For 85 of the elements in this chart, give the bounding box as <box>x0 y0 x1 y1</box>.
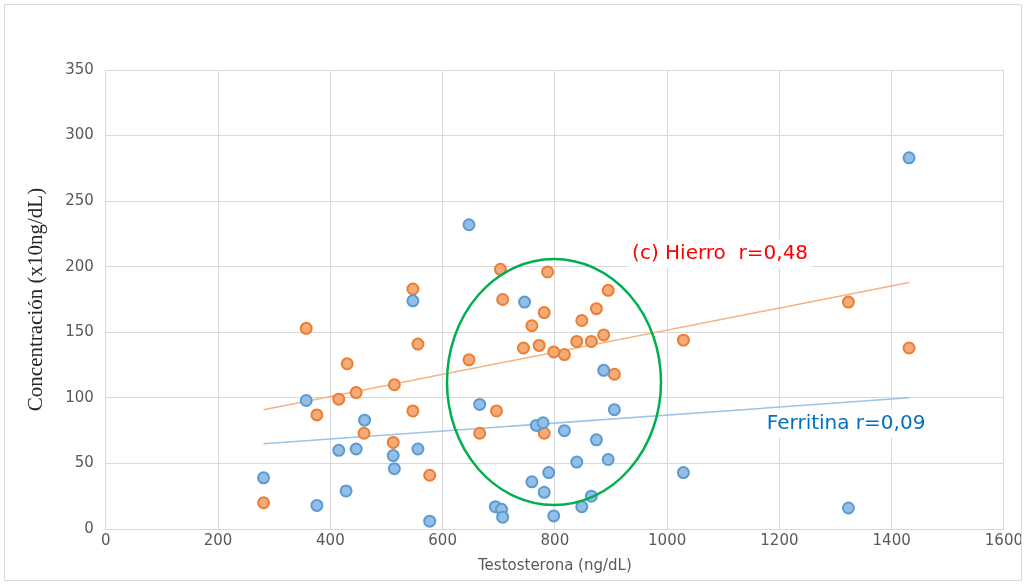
x-tick-label: 1000 <box>648 530 687 549</box>
point <box>496 293 510 306</box>
point <box>525 475 539 489</box>
point <box>406 294 420 308</box>
point <box>597 328 611 342</box>
annotation: (c) Hierro r=0,48 <box>632 239 809 264</box>
point <box>357 426 371 440</box>
point <box>607 403 621 417</box>
point <box>537 306 551 320</box>
point <box>473 426 487 440</box>
point <box>406 404 420 418</box>
point <box>570 334 584 348</box>
point <box>349 386 363 400</box>
point <box>597 363 611 377</box>
x-tick-label: 800 <box>540 530 570 549</box>
point <box>676 466 690 480</box>
point <box>547 345 561 359</box>
y-tick-label: 300 <box>65 125 94 144</box>
point <box>387 378 401 392</box>
x-axis-title: Testosterona (ng/dL) <box>476 555 632 574</box>
point <box>570 455 584 469</box>
point <box>423 514 437 528</box>
y-tick-label: 350 <box>65 59 94 78</box>
point <box>557 424 571 438</box>
point <box>423 468 437 482</box>
point <box>257 471 271 485</box>
point <box>386 449 400 463</box>
point <box>340 357 354 371</box>
point <box>676 333 690 347</box>
point <box>841 295 855 309</box>
point <box>542 466 556 480</box>
y-tick-label: 250 <box>65 191 94 210</box>
point <box>462 353 476 367</box>
point <box>537 485 551 499</box>
point <box>575 500 589 514</box>
point <box>518 295 532 309</box>
y-tick-label: 200 <box>65 256 94 275</box>
point <box>589 302 603 316</box>
point <box>607 367 621 381</box>
x-tick-label: 0 <box>101 530 111 549</box>
y-tick-label: 150 <box>65 322 94 341</box>
point <box>589 433 603 447</box>
x-tick-label: 200 <box>203 530 233 549</box>
y-axis-title: Concentración (x10ng/dL) <box>23 187 48 412</box>
point <box>358 413 372 427</box>
point <box>902 151 916 165</box>
point <box>462 218 476 232</box>
point <box>406 282 420 296</box>
y-tick-label: 0 <box>84 518 94 537</box>
point <box>299 393 313 407</box>
point <box>299 321 313 335</box>
point <box>902 341 916 355</box>
x-tick-label: 600 <box>428 530 457 549</box>
y-tick-label: 100 <box>65 387 94 406</box>
point <box>584 334 598 348</box>
point <box>310 408 324 422</box>
point <box>310 498 324 512</box>
point <box>841 501 855 515</box>
point <box>332 443 346 457</box>
point <box>541 265 555 279</box>
y-tick-label: 50 <box>74 453 94 472</box>
point <box>547 509 561 523</box>
point <box>532 338 546 352</box>
point <box>557 348 571 362</box>
point <box>496 510 510 524</box>
point <box>386 435 400 449</box>
point <box>575 313 589 327</box>
point <box>349 442 363 456</box>
x-tick-label: 1200 <box>760 530 799 549</box>
x-tick-label: 1400 <box>872 530 911 549</box>
point <box>601 283 615 297</box>
point <box>332 392 346 406</box>
point <box>387 462 401 476</box>
point <box>257 496 271 510</box>
point <box>473 397 487 411</box>
point <box>525 319 539 333</box>
point <box>490 404 503 418</box>
point <box>411 442 425 456</box>
point <box>601 452 615 466</box>
annotation: Ferritina r=0,09 <box>766 409 926 434</box>
point <box>411 337 425 351</box>
point <box>339 484 353 498</box>
point <box>516 341 530 355</box>
point <box>536 416 550 430</box>
x-tick-label: 400 <box>316 530 345 549</box>
